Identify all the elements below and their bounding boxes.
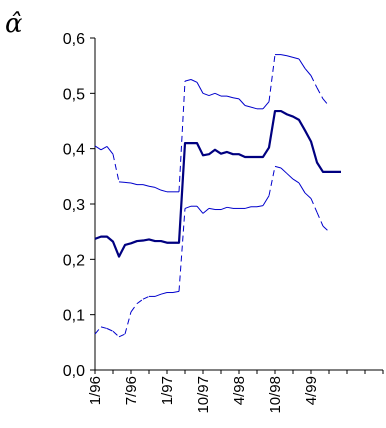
upper-bound-segment [214, 92, 222, 97]
upper-bound-segment [154, 186, 162, 191]
lower-bound-segment [202, 208, 210, 214]
lower-bound-segment [178, 208, 186, 292]
x-tick-label: 1/96 [87, 376, 104, 405]
x-axis-ticks: 1/96 7/96 1/97 10/97 4/98 10/98 4/99 [87, 370, 384, 414]
lower-bound-segment [310, 198, 318, 213]
y-axis-ticks: 0,0 0,1 0,2 0,3 0,4 0,5 0,6 [63, 31, 95, 380]
lower-bound-segment [118, 333, 126, 338]
lower-bound-segment [172, 290, 180, 294]
lower-bound-segment [244, 206, 252, 209]
estimate-line [94, 109, 341, 258]
lower-bound-segment [298, 182, 306, 194]
upper-bound-segment [238, 98, 246, 106]
upper-bound-segment [310, 75, 318, 89]
upper-bound-segment [298, 58, 306, 69]
lower-bound-segment [196, 205, 204, 214]
upper-bound-segment [196, 82, 204, 94]
upper-bound-segment [148, 185, 156, 188]
lower-bound-segment [262, 195, 270, 206]
upper-bound-segment [322, 98, 330, 107]
upper-bound-segment [160, 189, 168, 193]
upper-bound-segment [316, 87, 324, 100]
lower-bound-segment [160, 292, 168, 295]
lower-bound-segment [304, 192, 312, 199]
upper-bound-segment [208, 92, 216, 97]
lower-bound-segment [280, 167, 288, 174]
upper-bound-segment [280, 54, 288, 57]
lower-bound-segment [322, 225, 330, 233]
lower-bound-segment [100, 326, 108, 329]
upper-bound-segment [190, 79, 198, 83]
lower-bound-segment [94, 326, 102, 335]
lower-bound-segment [274, 165, 282, 169]
upper-bound-segment [268, 54, 276, 102]
upper-bound-segment [232, 97, 240, 100]
upper-bound-segment [202, 92, 210, 97]
lower-bound-segment [256, 205, 264, 208]
upper-bound-segment [112, 154, 120, 182]
lower-bound-segment [154, 293, 162, 297]
lower-bound-segment [286, 173, 294, 180]
lower-bound-segment [220, 206, 228, 211]
x-tick-label: 10/98 [267, 376, 284, 414]
lower-bound-segment [316, 212, 324, 227]
axes [94, 38, 383, 371]
y-tick-label: 0,4 [63, 142, 85, 159]
upper-bound-segment [106, 146, 114, 155]
y-tick-label: 0,0 [63, 363, 85, 380]
upper-bound-segment [250, 106, 258, 110]
series-group [94, 54, 341, 338]
x-tick-label: 7/96 [123, 376, 140, 405]
lower-bound-segment [226, 206, 234, 209]
x-tick-label: 1/97 [159, 376, 176, 405]
lower-bound-segment [112, 330, 120, 338]
upper-bound-segment [244, 105, 252, 108]
x-tick-label: 10/97 [195, 376, 212, 414]
y-tick-label: 0,2 [63, 252, 85, 269]
lower-bound-segment [136, 298, 144, 305]
upper-bound-segment [100, 146, 108, 151]
upper-bound-segment [286, 55, 294, 58]
y-tick-label: 0,6 [63, 31, 85, 48]
upper-bound-segment [118, 181, 126, 183]
y-axis-label: α̂ [5, 9, 23, 39]
lower-bound-segment [106, 328, 114, 332]
upper-bound-segment [292, 56, 300, 60]
x-tick-label: 4/99 [303, 376, 320, 405]
y-tick-label: 0,1 [63, 308, 85, 325]
lower-bound-segment [124, 311, 132, 335]
upper-bound-segment [262, 101, 270, 110]
upper-bound-segment [226, 95, 234, 99]
x-tick-label: 4/98 [231, 376, 248, 405]
upper-bound-segment [142, 184, 150, 187]
upper-bound-segment [304, 68, 312, 76]
upper-bound-segment [178, 81, 186, 192]
y-tick-label: 0,3 [63, 197, 85, 214]
upper-bound-segment [94, 145, 102, 151]
upper-bound-segment [130, 182, 138, 186]
lower-bound-segment [130, 303, 138, 313]
upper-bound-segment [124, 181, 132, 184]
lower-bound-segment [184, 205, 192, 209]
lower-bound-segment [208, 207, 216, 211]
lower-bound-segment [268, 166, 276, 196]
lower-bound-segment [292, 178, 300, 184]
y-tick-label: 0,5 [63, 86, 85, 103]
lower-bound-segment [142, 295, 150, 300]
upper-bound-segment [184, 79, 192, 82]
